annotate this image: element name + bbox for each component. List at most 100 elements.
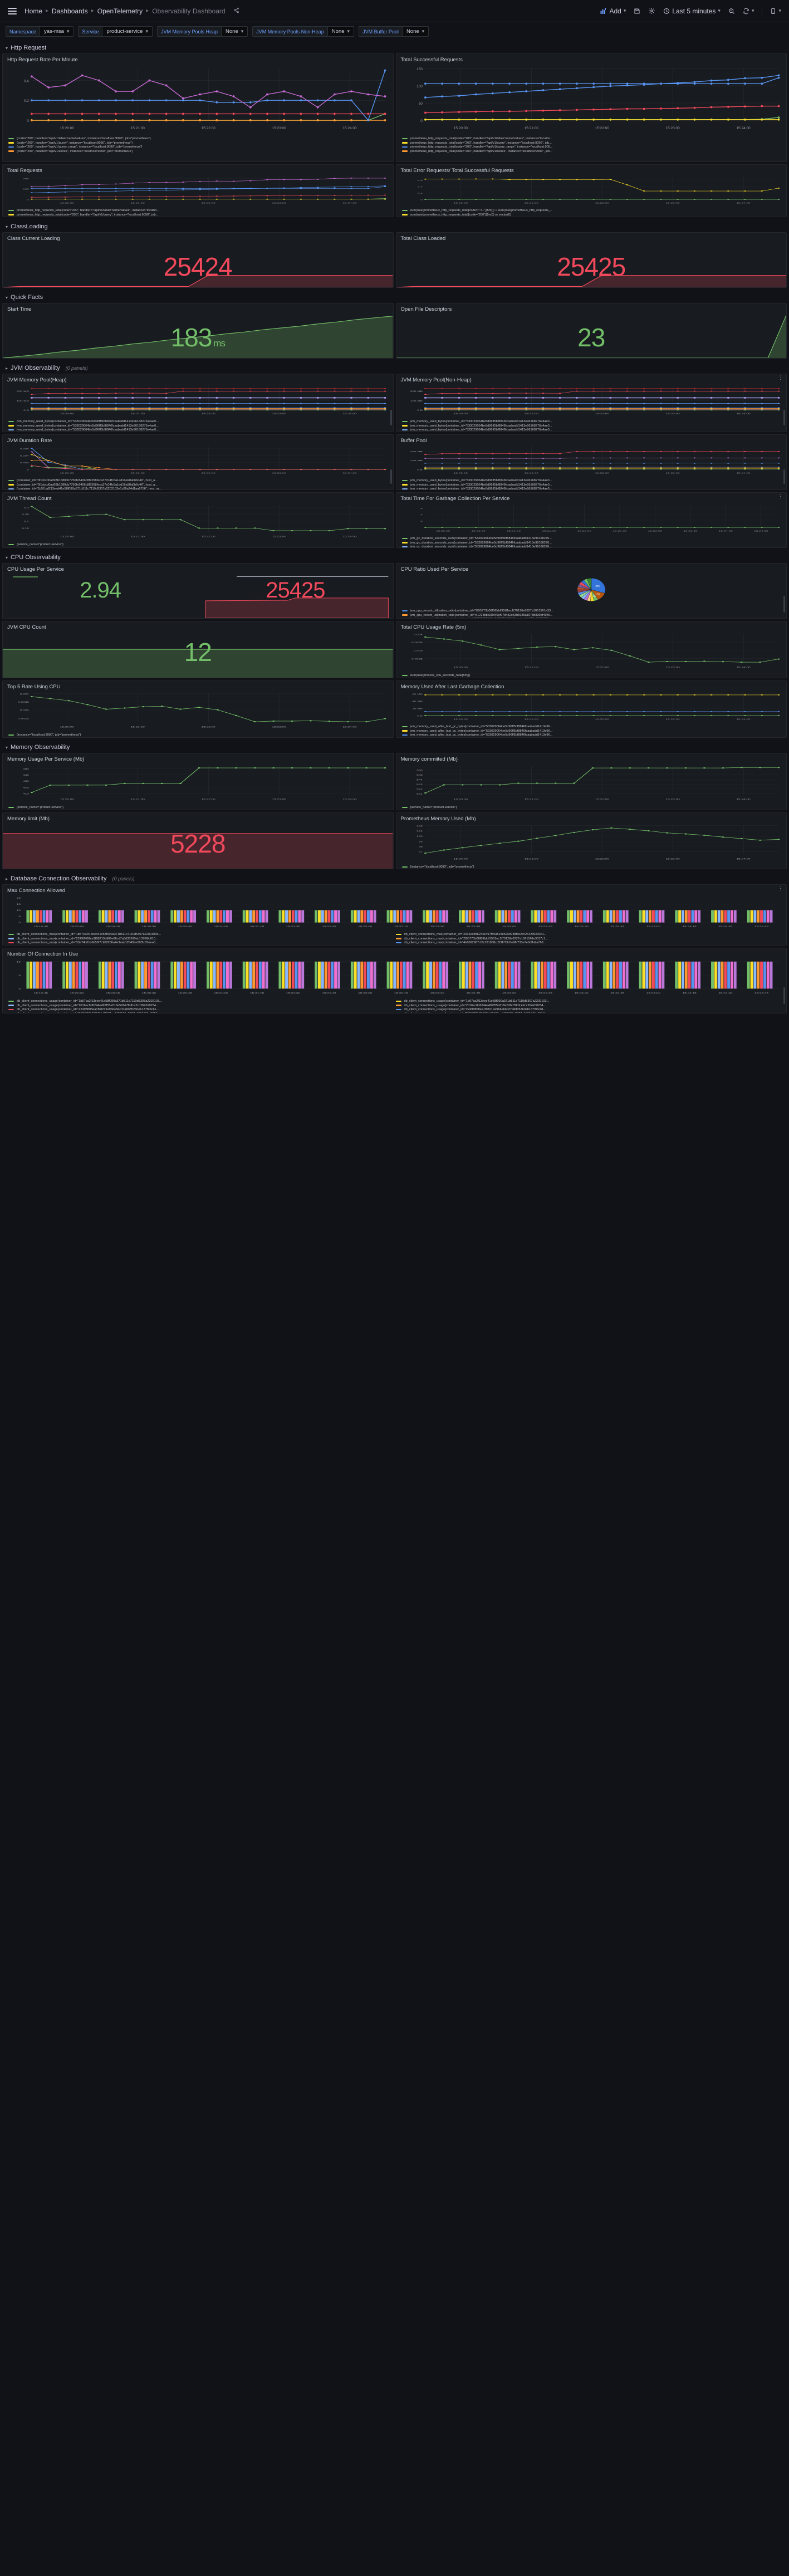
section-header-jvm-observability[interactable]: ▸ JVM Observability (0 panels)	[0, 361, 789, 374]
panel-menu-icon[interactable]: ⋮	[778, 375, 783, 380]
legend-item[interactable]: {container_id="0f1dccd0ad93b1680cb7750fe…	[8, 483, 390, 487]
legend-item[interactable]: jvm_memory_used_after_last_gc_bytes{cont…	[401, 729, 783, 733]
legend-item[interactable]: {service_name="product-service"}	[401, 806, 783, 809]
variable-select-nonheap[interactable]: None ▾	[327, 26, 355, 37]
legend-item[interactable]: {container_id="0f1dccd0ad93b1680cb7750fe…	[8, 479, 390, 482]
legend-item[interactable]: {service_name="product-service"}	[8, 543, 390, 546]
panel-chart[interactable]: 0 0.2 0.4 0.6 15:20:00 15:21:00 15:22:00 15:23:…	[396, 174, 787, 208]
legend-item[interactable]: prometheus_http_requests_total{code="200…	[401, 145, 783, 149]
panel-chart[interactable]: 0 B 100 MB 200 MB 15:20:00 15:21:00 15:22:00 1…	[3, 383, 393, 419]
legend-item[interactable]: jvm_cpu_recent_utilization_ratio{contain…	[401, 609, 783, 613]
variable-select-namespace[interactable]: yas-msa ▾	[40, 26, 74, 37]
stat-panel[interactable]: 25424	[3, 242, 393, 287]
panel-menu-icon[interactable]: ⋮	[778, 493, 783, 499]
legend-item[interactable]: db_client_connections_max{container_id="…	[395, 933, 783, 936]
legend-item[interactable]: jvm_gc_duration_seconds_sum{container_id…	[401, 537, 783, 540]
legend-item[interactable]: db_client_connections_usage{container_id…	[8, 1012, 396, 1013]
legend-item[interactable]: db_client_connections_usage{container_id…	[395, 1004, 783, 1007]
add-panel-button[interactable]: Add ▾	[600, 7, 626, 15]
panel-menu-icon[interactable]: ⋮	[778, 885, 783, 891]
panel-chart[interactable]: 0 B 100 MB 200 MB 15:20:00 15:21:00 15:22:00 1…	[396, 383, 787, 419]
stat-panel[interactable]: 23	[396, 312, 786, 358]
legend-scrollbar[interactable]	[390, 410, 392, 425]
hamburger-icon[interactable]	[8, 7, 17, 14]
share-icon[interactable]	[233, 7, 239, 15]
legend-item[interactable]: prometheus_http_requests_total{code="200…	[8, 209, 390, 212]
legend-item[interactable]: db_client_connections_max{container_id="…	[8, 937, 396, 941]
legend-scrollbar[interactable]	[390, 469, 392, 484]
legend-item[interactable]: jvm_memory_used_after_last_gc_bytes{cont…	[401, 733, 783, 737]
section-header-classloading[interactable]: ▾ ClassLoading	[0, 219, 789, 232]
legend-scrollbar[interactable]	[783, 987, 785, 1004]
refresh-button[interactable]: ▾	[743, 8, 754, 14]
panel-chart[interactable]: 0 B 20 MB 40 MB 60 MB 15:20:00 15:21:00 15:22:…	[396, 690, 787, 724]
panel-chart[interactable]: 0 0.2 0.4 15:20:00 15:21:00 15:22:00 15:23:00 1…	[3, 63, 393, 136]
legend-item[interactable]: prometheus_http_requests_total{code="200…	[401, 141, 783, 145]
legend-item[interactable]: jvm_gc_duration_seconds_sum{container_id…	[401, 545, 783, 547]
legend-item[interactable]: {code="200", handler="/api/v1/label/:nam…	[8, 137, 390, 140]
tv-mode-icon[interactable]: ▾	[770, 8, 781, 14]
legend-item[interactable]: jvm_memory_used_bytes{container_id="5330…	[401, 479, 783, 482]
legend-item[interactable]: db_client_connections_max{container_id="…	[395, 941, 783, 944]
legend-item[interactable]: jvm_memory_used_bytes{container_id="5330…	[401, 420, 783, 423]
legend-item[interactable]: jvm_cpu_recent_utilization_ratio{contain…	[401, 614, 783, 617]
legend-item[interactable]: db_client_connections_usage{container_id…	[8, 1008, 396, 1011]
legend-item[interactable]: jvm_memory_used_bytes{container_id="5330…	[401, 424, 783, 428]
stat-panel[interactable]: 25425	[396, 242, 786, 287]
panel-chart[interactable]: 0 B 100 MB 200 MB 15:20:00 15:21:00 15:22:00 1…	[396, 444, 787, 478]
legend-item[interactable]: jvm_memory_used_bytes{container_id="5330…	[401, 487, 783, 489]
legend-item[interactable]: jvm_memory_used_bytes{container_id="5330…	[8, 420, 390, 423]
legend-scrollbar[interactable]	[783, 596, 785, 613]
legend-item[interactable]: prometheus_http_requests_total{code="200…	[401, 150, 783, 153]
section-header-memory-observability[interactable]: ▾ Memory Observability	[0, 740, 789, 753]
panel-chart[interactable]: 0 5 10 15 20 15:19:45 15:20:00 15:20:15 15:20:30…	[3, 894, 786, 932]
legend-scrollbar[interactable]	[783, 469, 785, 484]
legend-item[interactable]: db_client_connections_usage{container_id…	[8, 1000, 396, 1003]
legend-item[interactable]: {instance="localhost:9090", job="prometh…	[401, 865, 783, 869]
section-header-http-request[interactable]: ▾ Http Request	[0, 41, 789, 53]
legend-item[interactable]: db_client_connections_max{container_id="…	[8, 941, 396, 944]
panel-chart[interactable]: 0.15 0.2 0.25 0.3 15:20:00 15:21:00 15:22:00 15…	[3, 502, 393, 542]
legend-item[interactable]: db_client_connections_max{container_id="…	[8, 933, 396, 936]
legend-item[interactable]: jvm_memory_used_bytes{container_id="5330…	[401, 483, 783, 487]
breadcrumb-opentelemetry[interactable]: OpenTelemetry	[97, 7, 143, 15]
zoom-out-icon[interactable]	[728, 8, 735, 14]
legend-item[interactable]: jvm_memory_used_after_last_gc_bytes{cont…	[401, 725, 783, 728]
breadcrumb-home[interactable]: Home	[24, 7, 43, 15]
legend-item[interactable]: sum(rate(prometheus_http_requests_total{…	[401, 209, 783, 212]
panel-chart[interactable]: 0.0025 0.003 0.0035 0.004 15:20:00 15:21:00 15…	[396, 630, 787, 673]
legend-item[interactable]: db_client_connections_usage{container_id…	[396, 1012, 783, 1013]
breadcrumb-dashboards[interactable]: Dashboards	[52, 7, 88, 15]
variable-select-buffer[interactable]: None ▾	[401, 26, 429, 37]
panel-chart[interactable]: 97 98 99 100 101 102 15:20:00 15:21:00 15:22:00 1…	[396, 822, 787, 864]
panel-chart[interactable]: 2 4 6 15:20:00 15:20:30 15:21:00 15:21:30 15:22…	[396, 502, 787, 536]
save-icon[interactable]	[634, 8, 640, 14]
legend-item[interactable]: {code="200", handler="/api/v1/query_rang…	[8, 145, 390, 149]
stat-panel[interactable]: 183 ms	[3, 312, 393, 358]
legend-item[interactable]: sum(rate(process_cpu_seconds_total[5m]))	[401, 674, 783, 677]
legend-item[interactable]: db_client_connections_usage{container_id…	[395, 1008, 783, 1011]
section-header-database-connection-observability[interactable]: ▸ Database Connection Observability (0 p…	[0, 871, 789, 884]
panel-chart[interactable]: 0 100 200 15:20:00 15:21:00 15:22:00 15:23:00 1…	[3, 174, 393, 208]
section-header-cpu-observability[interactable]: ▾ CPU Observability	[0, 550, 789, 563]
panel-chart[interactable]: 0.0025 0.003 0.0035 0.004 15:20:00 15:21:00 15…	[3, 690, 393, 732]
variable-select-heap[interactable]: None ▾	[221, 26, 248, 37]
legend-item[interactable]: prometheus_http_requests_total{code="200…	[8, 213, 390, 217]
panel-chart[interactable]: 0 5 10 15:19:45 15:20:00 15:20:15 15:20:30 15:2…	[3, 957, 786, 998]
legend-item[interactable]: jvm_cpu_recent_utilization_ratio{contain…	[402, 618, 783, 619]
legend-item[interactable]: {code="200", handler="/api/v1/series", i…	[8, 150, 390, 153]
legend-item[interactable]: prometheus_http_requests_total{code="200…	[401, 137, 783, 140]
time-range-picker[interactable]: Last 5 minutes ▾	[663, 7, 721, 15]
stat-panel[interactable]: 5228	[3, 822, 393, 869]
panel-chart[interactable]: 30% 12% 5%	[396, 572, 787, 608]
panel-chart[interactable]: 0 0.002 0.004 0.006 15:20:00 15:21:00 15:22:00…	[3, 444, 393, 478]
legend-item[interactable]: jvm_gc_duration_seconds_sum{container_id…	[401, 541, 783, 545]
legend-item[interactable]: jvm_memory_used_bytes{container_id="5330…	[8, 428, 390, 432]
panel-chart[interactable]: 541 542 543 544 545 546 15:20:00 15:21:00 15:22:…	[396, 762, 787, 805]
legend-item[interactable]: {container_id="1b57ca2f13eed41e58f090a37…	[8, 487, 390, 489]
legend-item[interactable]: db_client_connections_max{container_id="…	[395, 937, 783, 941]
panel-chart[interactable]: 410 420 430 440 450 15:20:00 15:21:00 15:22:00 1…	[3, 762, 393, 805]
section-header-quick-facts[interactable]: ▾ Quick Facts	[0, 290, 789, 303]
legend-item[interactable]: jvm_memory_used_bytes{container_id="5330…	[401, 428, 783, 432]
legend-item[interactable]: {service_name="product-service"}	[8, 806, 390, 809]
